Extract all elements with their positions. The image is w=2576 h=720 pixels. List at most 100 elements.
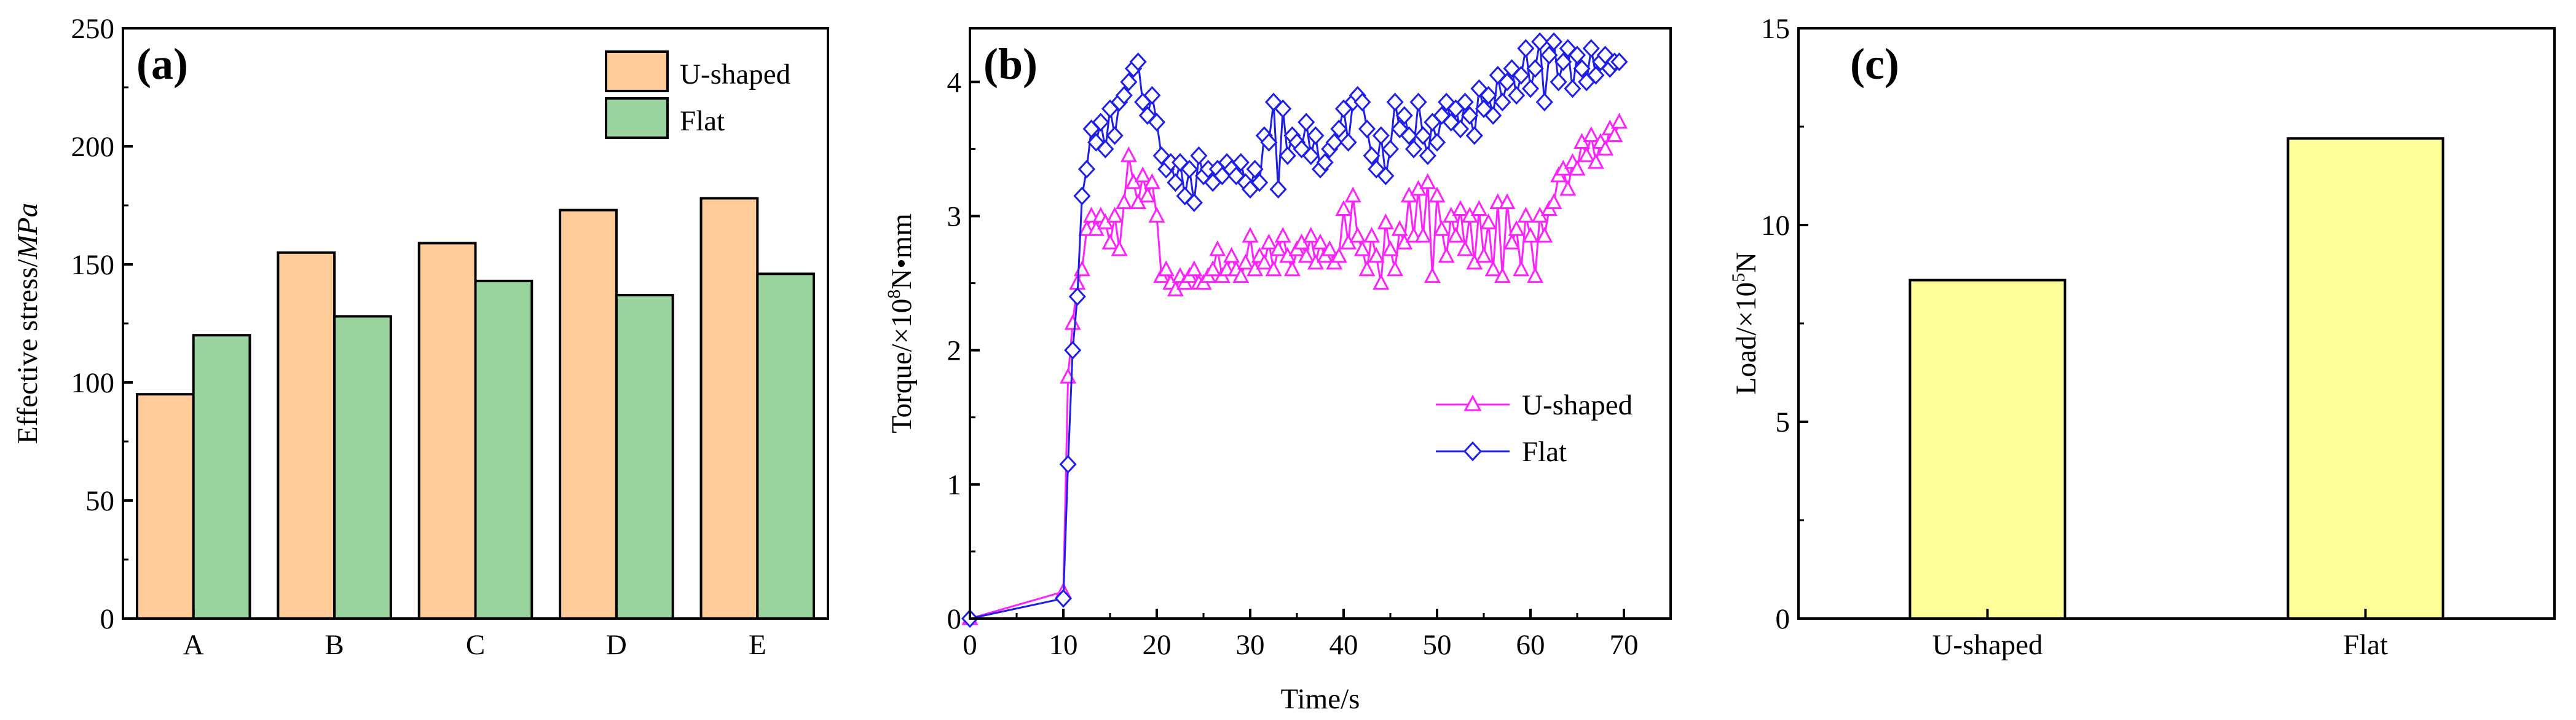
data-point-u-shaped	[1457, 240, 1474, 256]
panel-b-frame	[969, 27, 1672, 620]
data-point-u-shaped	[1503, 233, 1521, 250]
data-point-u-shaped	[1106, 207, 1124, 223]
x-tick-label: 10	[1049, 629, 1078, 661]
data-point-u-shaped	[1470, 200, 1487, 216]
data-point-u-shaped	[1382, 240, 1399, 256]
data-point-u-shaped	[1120, 146, 1137, 162]
data-point-u-shaped	[1527, 267, 1544, 283]
data-point-u-shaped	[1484, 260, 1502, 277]
data-point-flat	[1353, 92, 1371, 112]
data-point-flat	[1054, 589, 1073, 608]
data-point-flat	[1087, 133, 1105, 152]
data-point-flat	[1400, 126, 1418, 145]
panel-b-x-axis-label: Time/s	[1281, 683, 1360, 715]
data-point-u-shaped	[1513, 260, 1530, 277]
bar-flat-e	[756, 272, 816, 620]
data-point-flat	[1535, 92, 1553, 112]
data-point-flat	[1068, 287, 1086, 306]
data-point-u-shaped	[1330, 247, 1347, 263]
data-point-flat	[1526, 59, 1544, 78]
data-point-flat	[1494, 92, 1511, 112]
x-tick-label: D	[606, 629, 627, 661]
panel-b-label: (b)	[983, 39, 1038, 89]
panel-c-x-axis-ticks: U-shaped Flat	[1932, 609, 2388, 661]
data-point-flat	[1465, 126, 1483, 145]
legend-marker-u-shaped	[1463, 394, 1482, 411]
data-point-u-shaped	[1148, 207, 1165, 223]
data-point-u-shaped	[1373, 274, 1390, 290]
data-point-u-shaped	[1447, 226, 1464, 243]
bar-u-shaped-b	[277, 251, 336, 620]
data-point-flat	[1106, 126, 1124, 145]
data-point-flat	[1386, 92, 1404, 112]
panel-a-legend: U-shaped Flat	[605, 50, 790, 139]
panel-c-bars	[1908, 137, 2444, 620]
data-point-flat	[1143, 85, 1161, 105]
data-point-u-shaped	[1186, 260, 1203, 277]
data-point-flat	[1531, 32, 1549, 52]
data-point-flat	[1461, 106, 1479, 125]
panel-a-y-axis-label: Effective stress/MPa	[12, 203, 44, 444]
data-point-u-shaped	[1424, 267, 1441, 283]
data-point-u-shaped	[1391, 220, 1408, 236]
x-tick-label: Flat	[2343, 629, 2388, 661]
data-point-u-shaped	[1363, 226, 1381, 243]
data-point-flat	[1428, 133, 1446, 152]
data-point-u-shaped	[1312, 233, 1329, 250]
y-tick-label: 0	[100, 603, 115, 635]
data-point-u-shaped	[1283, 260, 1301, 277]
y-tick-label: 5	[1776, 406, 1790, 438]
data-point-flat	[1167, 173, 1184, 192]
data-point-flat	[1559, 39, 1577, 58]
data-point-u-shaped	[1274, 226, 1291, 243]
data-point-u-shaped	[1368, 247, 1385, 263]
data-point-u-shaped	[1134, 166, 1151, 183]
data-point-flat	[1129, 52, 1147, 71]
data-point-u-shaped	[1610, 113, 1628, 129]
panel-a-x-axis-ticks: A B C D E	[183, 609, 766, 661]
data-point-flat	[1498, 73, 1516, 92]
data-point-u-shaped	[1349, 226, 1366, 243]
data-point-u-shaped	[1494, 267, 1511, 283]
data-point-u-shaped	[1414, 226, 1432, 243]
data-point-flat	[1185, 193, 1203, 212]
data-point-u-shaped	[1073, 260, 1090, 277]
data-point-u-shaped	[1143, 173, 1160, 189]
x-tick-label: 20	[1143, 629, 1172, 661]
data-point-u-shaped	[1298, 247, 1315, 263]
data-point-flat	[1064, 341, 1082, 360]
x-tick-label: 60	[1516, 629, 1545, 661]
bar-u-shaped	[1908, 279, 2066, 620]
data-point-u-shaped	[1508, 220, 1525, 236]
x-tick-label: U-shaped	[1932, 629, 2042, 661]
data-point-flat	[1092, 113, 1109, 132]
data-point-u-shaped	[1480, 213, 1497, 229]
data-point-u-shaped	[1101, 233, 1119, 250]
data-point-flat	[1564, 79, 1581, 98]
data-point-flat	[1358, 119, 1376, 138]
data-point-u-shaped	[1353, 240, 1371, 256]
bar-u-shaped-d	[559, 208, 618, 620]
bar-flat	[2286, 137, 2444, 620]
panel-b-y-axis-label: Torque/×108N•mm	[884, 213, 918, 433]
panel-b-series	[961, 32, 1628, 628]
data-point-flat	[1381, 140, 1400, 159]
data-point-flat	[1470, 79, 1488, 98]
data-point-u-shaped	[1209, 240, 1226, 256]
bar-u-shaped-e	[699, 197, 759, 620]
data-point-flat	[1059, 454, 1077, 474]
data-point-flat	[1232, 152, 1250, 172]
y-tick-label: 10	[1761, 210, 1790, 242]
y-tick-label: 250	[71, 13, 115, 45]
data-point-flat	[1550, 73, 1567, 92]
data-point-u-shaped	[1321, 240, 1338, 256]
legend-label-flat: Flat	[680, 105, 725, 137]
data-point-flat	[1451, 119, 1470, 138]
data-point-flat	[1582, 39, 1600, 58]
data-point-u-shaped	[1583, 126, 1600, 143]
data-point-flat	[1293, 140, 1310, 159]
data-point-u-shaped	[1265, 260, 1282, 277]
y-tick-label: 1	[947, 469, 962, 501]
legend-label-flat: Flat	[1522, 436, 1567, 468]
data-point-flat	[1298, 113, 1315, 132]
